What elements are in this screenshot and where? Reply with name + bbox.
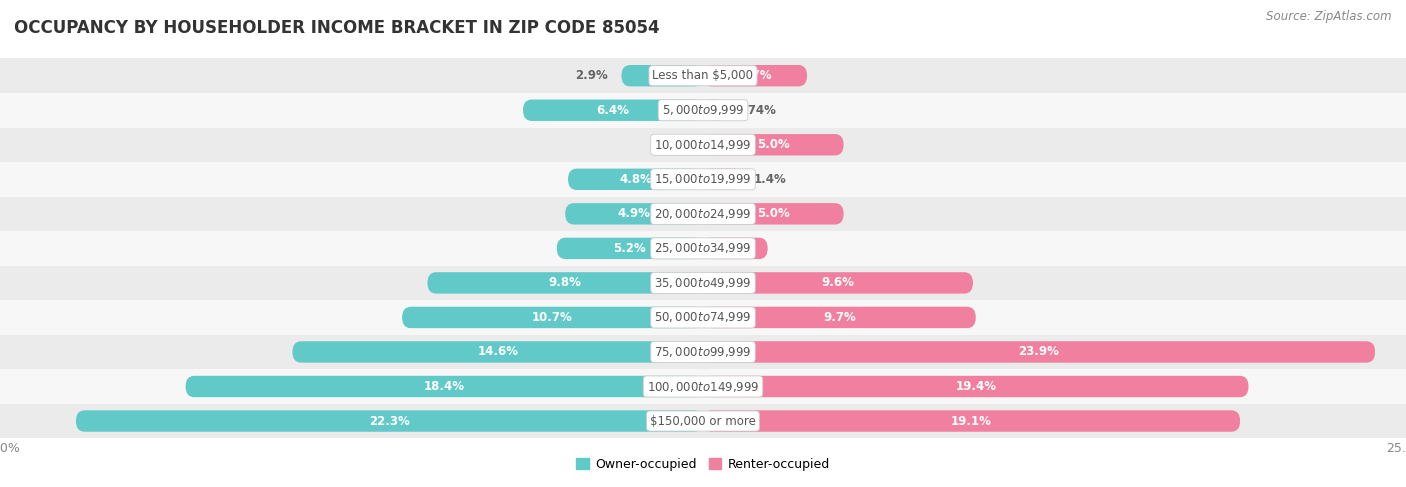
Text: 19.1%: 19.1% <box>950 414 993 428</box>
Bar <box>703 335 1406 369</box>
Text: 0.74%: 0.74% <box>735 104 776 117</box>
Text: Less than $5,000: Less than $5,000 <box>652 69 754 82</box>
FancyBboxPatch shape <box>557 238 703 259</box>
Bar <box>0 335 703 369</box>
Bar <box>703 197 1406 231</box>
FancyBboxPatch shape <box>76 411 703 432</box>
FancyBboxPatch shape <box>565 203 703 225</box>
Text: Source: ZipAtlas.com: Source: ZipAtlas.com <box>1267 10 1392 23</box>
FancyBboxPatch shape <box>703 272 973 294</box>
Bar <box>0 162 703 197</box>
Text: 2.9%: 2.9% <box>575 69 607 82</box>
Bar <box>0 231 703 265</box>
Text: 1.4%: 1.4% <box>754 173 786 186</box>
FancyBboxPatch shape <box>402 307 703 328</box>
Text: 2.3%: 2.3% <box>718 242 752 255</box>
Legend: Owner-occupied, Renter-occupied: Owner-occupied, Renter-occupied <box>571 453 835 476</box>
Bar <box>703 404 1406 438</box>
Text: $150,000 or more: $150,000 or more <box>650 414 756 428</box>
FancyBboxPatch shape <box>568 169 703 190</box>
Bar <box>703 93 1406 128</box>
Text: 9.8%: 9.8% <box>548 277 582 289</box>
Text: 3.7%: 3.7% <box>738 69 772 82</box>
Text: 19.4%: 19.4% <box>955 380 997 393</box>
Bar <box>703 265 1406 300</box>
FancyBboxPatch shape <box>292 341 703 363</box>
Text: $50,000 to $74,999: $50,000 to $74,999 <box>654 310 752 324</box>
Bar <box>703 369 1406 404</box>
FancyBboxPatch shape <box>703 238 768 259</box>
FancyBboxPatch shape <box>703 203 844 225</box>
Text: OCCUPANCY BY HOUSEHOLDER INCOME BRACKET IN ZIP CODE 85054: OCCUPANCY BY HOUSEHOLDER INCOME BRACKET … <box>14 19 659 37</box>
Bar <box>0 197 703 231</box>
Text: 14.6%: 14.6% <box>477 345 519 358</box>
Bar <box>0 404 703 438</box>
Bar <box>703 162 1406 197</box>
FancyBboxPatch shape <box>703 341 1375 363</box>
FancyBboxPatch shape <box>703 134 844 155</box>
Text: 6.4%: 6.4% <box>596 104 630 117</box>
Text: $35,000 to $49,999: $35,000 to $49,999 <box>654 276 752 290</box>
Text: $15,000 to $19,999: $15,000 to $19,999 <box>654 172 752 187</box>
Text: $5,000 to $9,999: $5,000 to $9,999 <box>662 103 744 117</box>
Text: 9.7%: 9.7% <box>823 311 856 324</box>
Bar <box>0 58 703 93</box>
Text: $75,000 to $99,999: $75,000 to $99,999 <box>654 345 752 359</box>
FancyBboxPatch shape <box>523 99 703 121</box>
Text: 5.2%: 5.2% <box>613 242 647 255</box>
FancyBboxPatch shape <box>427 272 703 294</box>
Text: 5.0%: 5.0% <box>756 207 790 220</box>
FancyBboxPatch shape <box>621 65 703 86</box>
Text: $20,000 to $24,999: $20,000 to $24,999 <box>654 207 752 221</box>
Text: $100,000 to $149,999: $100,000 to $149,999 <box>647 379 759 393</box>
Bar <box>0 93 703 128</box>
Bar <box>0 265 703 300</box>
Text: 0.0%: 0.0% <box>657 138 689 151</box>
Text: 4.8%: 4.8% <box>619 173 652 186</box>
Text: 10.7%: 10.7% <box>533 311 572 324</box>
FancyBboxPatch shape <box>703 65 807 86</box>
Bar <box>0 369 703 404</box>
FancyBboxPatch shape <box>703 376 1249 397</box>
Bar <box>703 58 1406 93</box>
FancyBboxPatch shape <box>703 99 724 121</box>
FancyBboxPatch shape <box>703 411 1240 432</box>
Text: $10,000 to $14,999: $10,000 to $14,999 <box>654 138 752 152</box>
Text: $25,000 to $34,999: $25,000 to $34,999 <box>654 242 752 255</box>
FancyBboxPatch shape <box>186 376 703 397</box>
Bar <box>0 300 703 335</box>
Bar <box>703 128 1406 162</box>
Bar <box>703 300 1406 335</box>
Bar <box>0 128 703 162</box>
Text: 5.0%: 5.0% <box>756 138 790 151</box>
Text: 4.9%: 4.9% <box>617 207 651 220</box>
Text: 18.4%: 18.4% <box>423 380 465 393</box>
Text: 9.6%: 9.6% <box>821 277 855 289</box>
Text: 22.3%: 22.3% <box>370 414 409 428</box>
FancyBboxPatch shape <box>703 169 742 190</box>
Text: 23.9%: 23.9% <box>1018 345 1060 358</box>
Bar <box>703 231 1406 265</box>
FancyBboxPatch shape <box>703 307 976 328</box>
